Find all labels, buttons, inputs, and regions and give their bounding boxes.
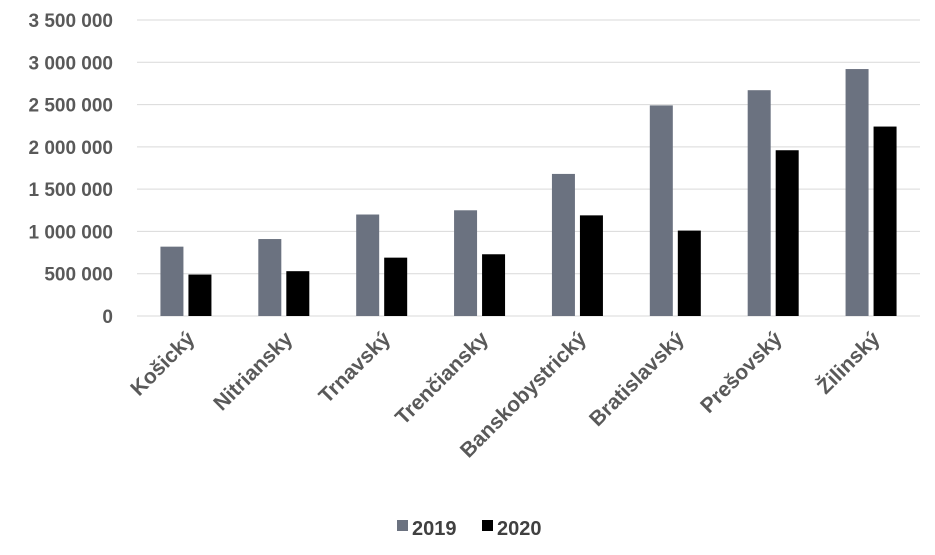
bar-2019-5 [649,105,673,316]
bar-2020-3 [482,254,506,316]
bar-2019-4 [551,173,575,316]
bar-2019-1 [258,239,282,316]
legend-swatch-2019 [397,520,408,531]
legend-label-2020: 2020 [497,518,542,540]
bar-2020-2 [384,257,408,316]
bar-2020-4 [579,215,603,316]
y-tick-label: 1 000 000 [28,222,113,243]
x-category-label: Košický [126,327,199,400]
y-tick-label: 0 [102,307,113,328]
y-tick-label: 3 500 000 [28,11,113,32]
bar-2019-7 [845,69,869,317]
bar-2020-6 [775,150,799,316]
bar-2020-7 [873,126,897,316]
legend-label-2019: 2019 [412,518,457,540]
bar-2020-1 [286,271,310,316]
bar-2019-6 [747,90,771,317]
bar-2019-0 [160,246,184,316]
x-axis-category-labels: Košický Nitriansky TrnavskýTrenčianskyBans… [126,326,885,462]
legend: 2019 2020 [397,518,542,540]
bar-2019-2 [356,214,380,316]
bars [160,69,897,317]
bar-2019-3 [454,210,478,316]
x-category-label: Nitriansky [209,327,297,415]
x-category-label: Trenčiansky [391,327,493,429]
x-category-label: Prešovský [696,327,787,418]
x-category-label: Bratislavský [585,327,689,431]
y-axis-tick-labels: 0 500 000 1 000 000 1 500 000 2 000 000 2 500… [28,11,113,328]
y-tick-label: 2 500 000 [28,96,113,117]
y-tick-label: 500 000 [44,265,113,286]
gridlines [137,19,920,317]
y-tick-label: 1 500 000 [28,180,113,201]
legend-swatch-2020 [482,520,493,531]
x-category-label: Žilinský [812,326,884,398]
bar-2020-0 [188,274,212,316]
y-tick-label: 2 000 000 [28,138,113,159]
y-tick-label: 3 000 000 [28,53,113,74]
x-category-label: Trnavský [315,327,396,408]
bar-2020-5 [677,230,701,316]
